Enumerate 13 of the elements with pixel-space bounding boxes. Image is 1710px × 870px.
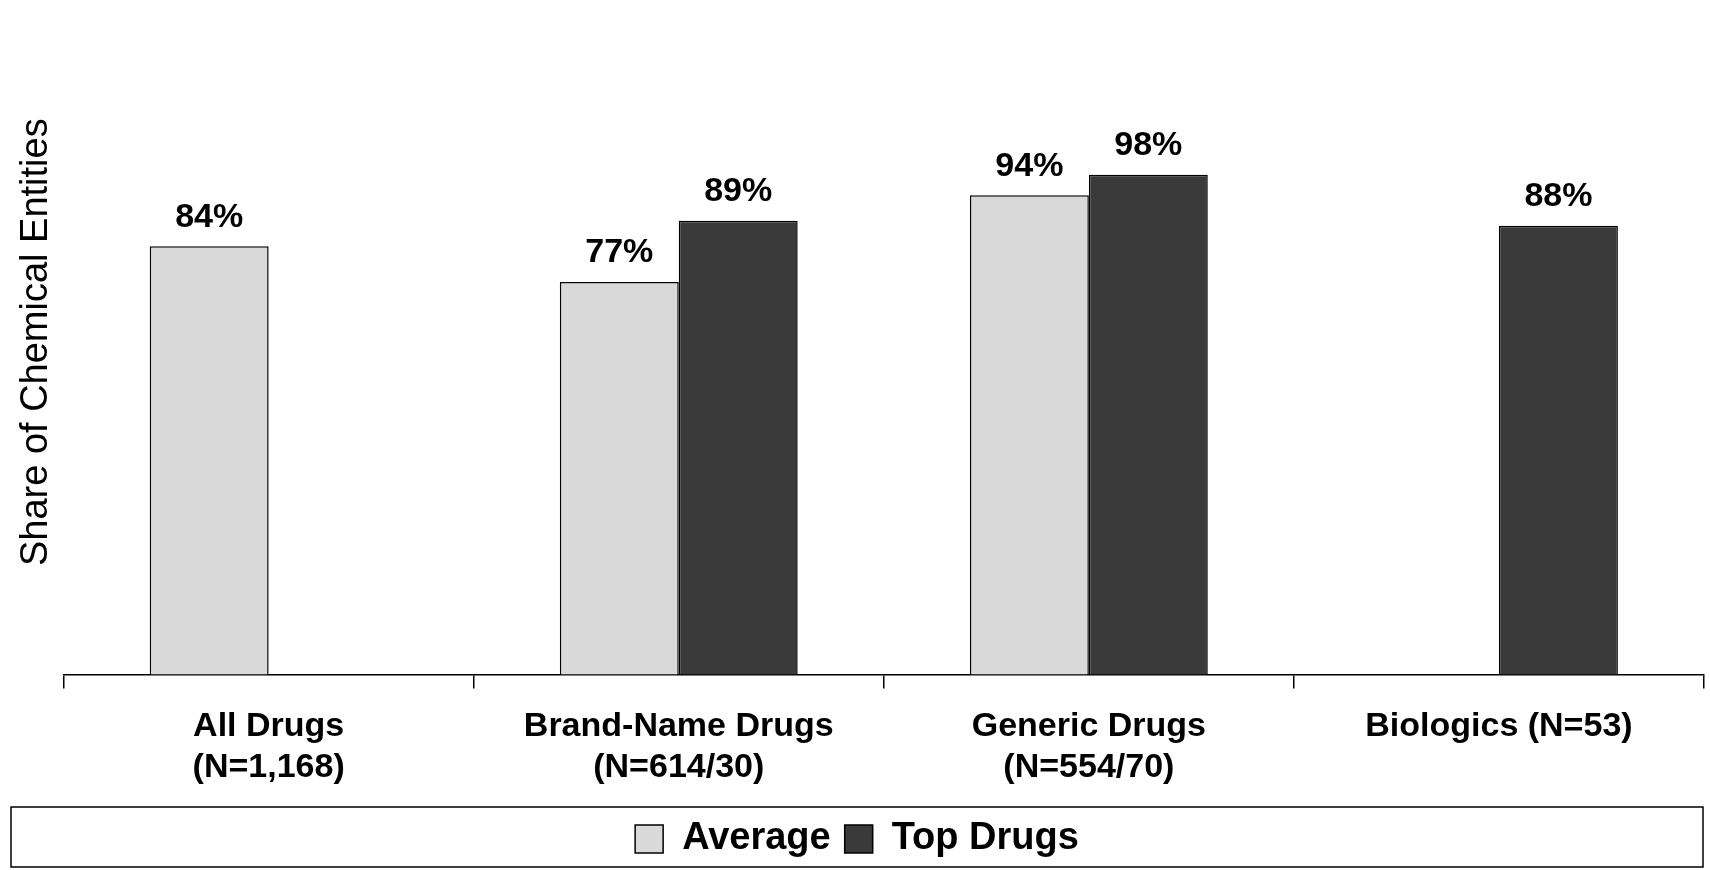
data-label: 77% — [585, 231, 654, 270]
legend-label: Average — [682, 815, 831, 858]
x-tick-label: Biologics (N=53) — [1365, 705, 1633, 744]
data-label: 84% — [175, 195, 244, 234]
x-tick-label: All Drugs (N=1,168) — [192, 705, 345, 784]
data-label: 94% — [995, 144, 1064, 183]
data-label: 88% — [1524, 175, 1593, 214]
data-label: 89% — [704, 170, 773, 209]
data-label: 98% — [1114, 124, 1183, 163]
x-tick-label: Brand-Name Drugs (N=614/30) — [523, 705, 834, 784]
y-axis-title: Share of Chemical Entities — [13, 118, 56, 567]
legend-label: Top Drugs — [891, 815, 1079, 858]
x-tick-label: Generic Drugs (N=554/70) — [971, 705, 1207, 784]
